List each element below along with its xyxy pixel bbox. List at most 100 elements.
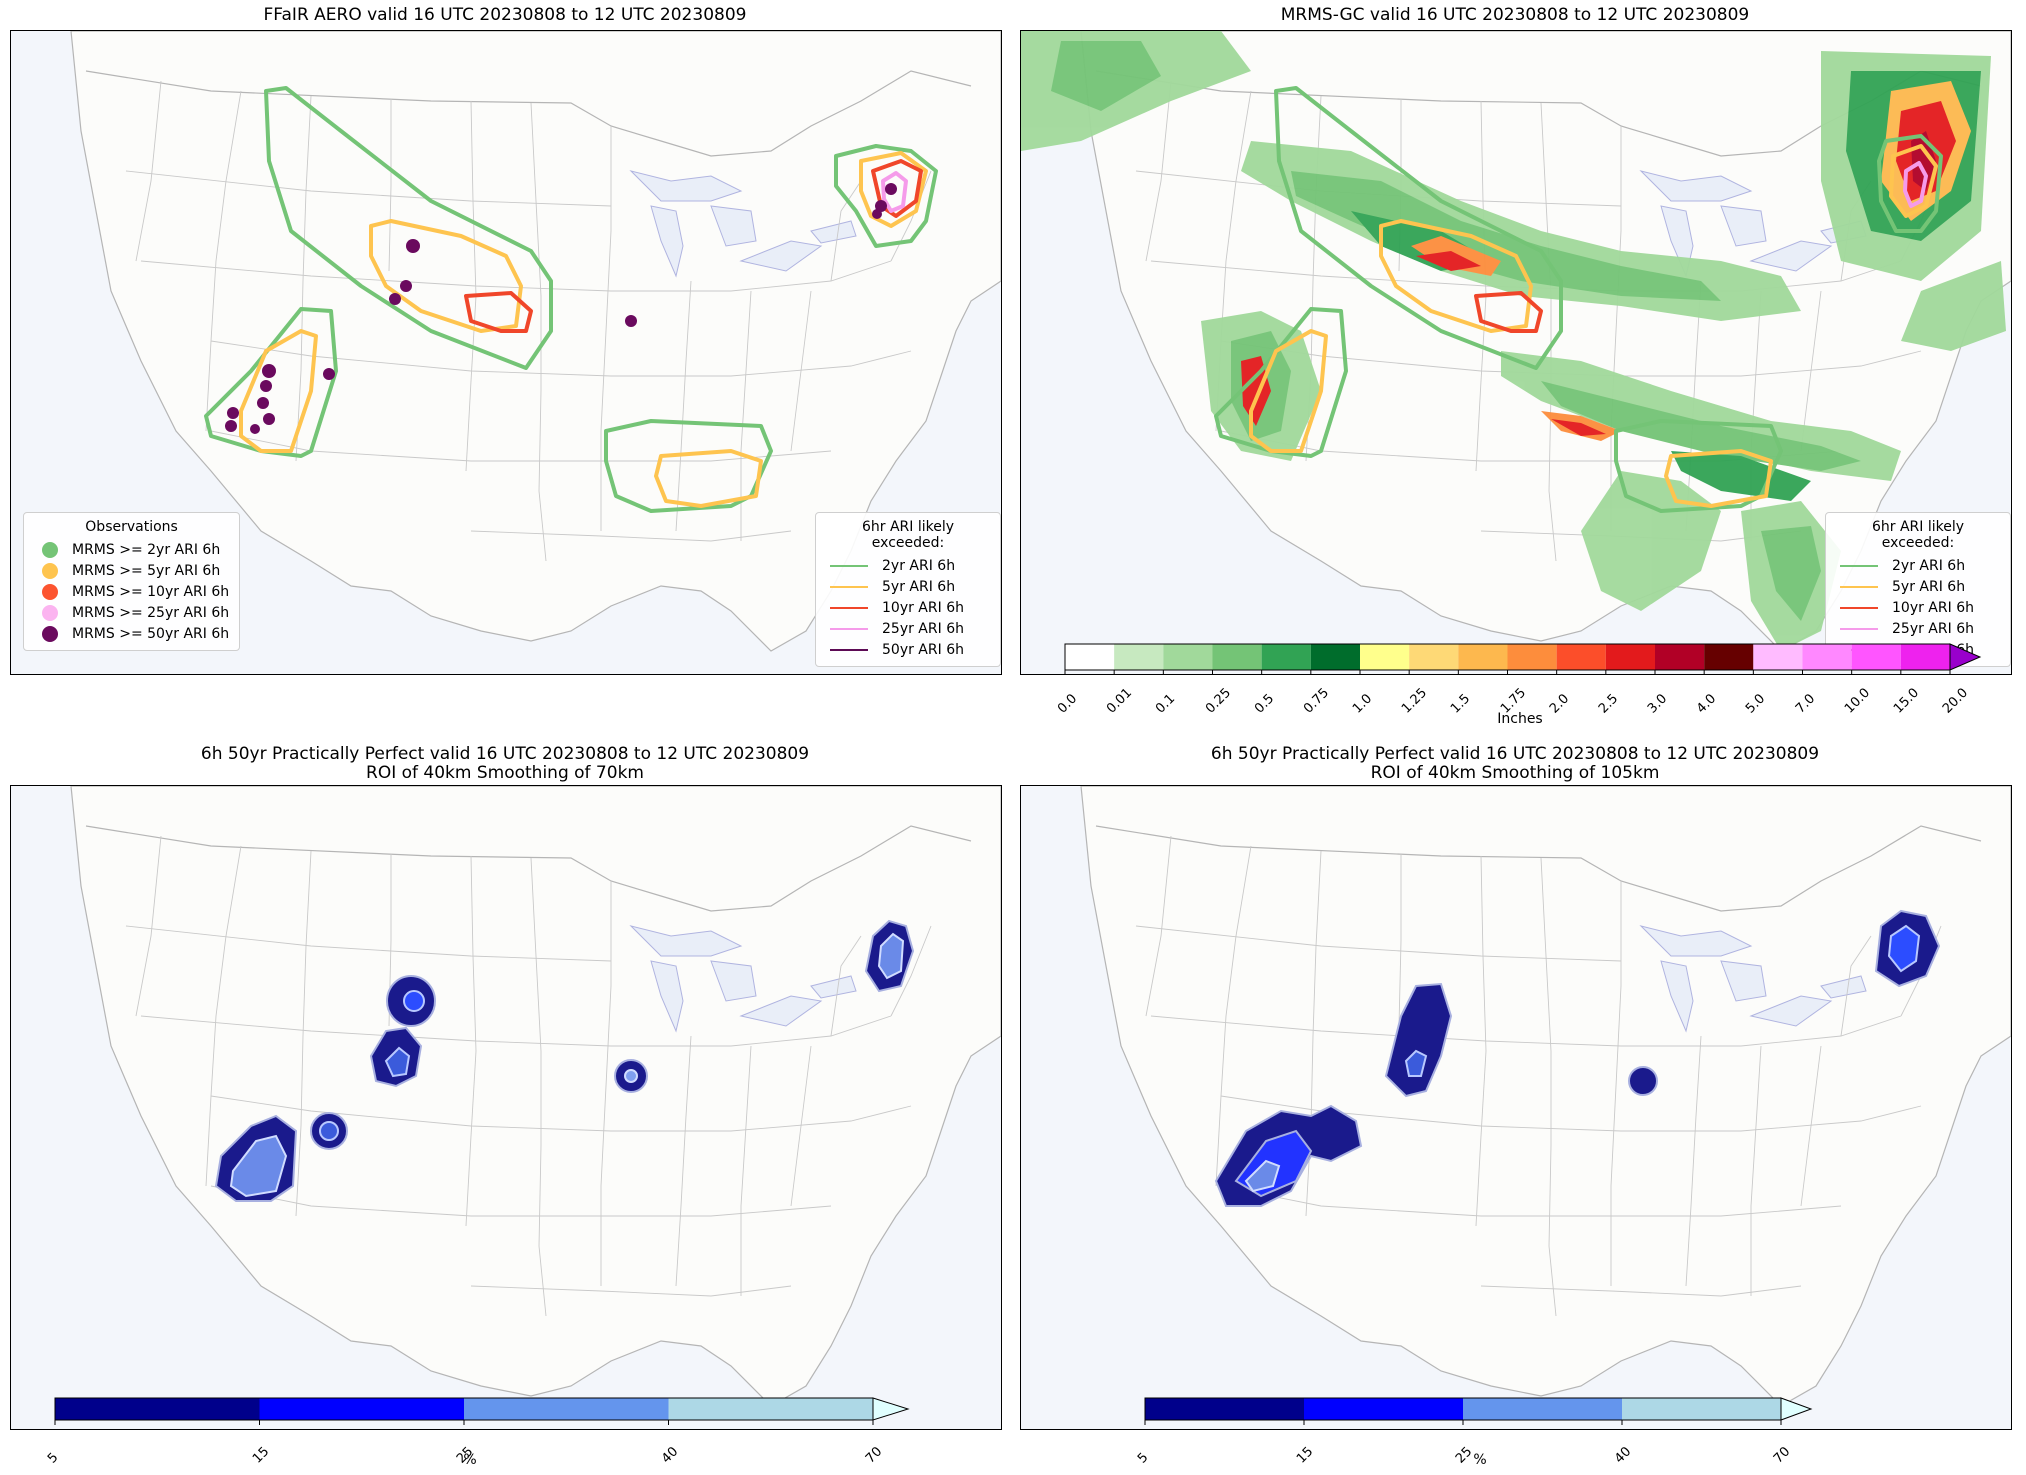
obs-legend: Observations MRMS >= 2yr ARI 6h MRMS >= … — [23, 512, 241, 651]
ari-legend-item: 25yr ARI 6h — [1836, 618, 2000, 639]
ari-legend-title: 6hr ARI likely exceeded: — [861, 519, 955, 551]
map-pp105 — [1020, 785, 2012, 1430]
colorbar-swatch — [1507, 644, 1557, 670]
legend-marker-icon — [42, 562, 58, 579]
legend-line-icon — [1840, 564, 1878, 567]
ari-legend-item: 10yr ARI 6h — [1836, 597, 2000, 618]
ari-legend-item: 5yr ARI 6h — [1836, 576, 2000, 597]
colorbar-swatch — [1605, 644, 1655, 670]
obs-legend-item: MRMS >= 2yr ARI 6h — [34, 539, 229, 560]
colorbar-swatch — [1261, 644, 1311, 670]
colorbar-swatch — [1458, 644, 1508, 670]
ari-5yr-contour-ne — [859, 151, 928, 228]
colorbar-swatch — [1851, 644, 1901, 670]
colorbar-mrms-label: Inches — [1497, 711, 1543, 727]
ari-legend-label: 10yr ARI 6h — [1892, 599, 1974, 616]
ari-5yr-contour-se — [1664, 449, 1773, 508]
colorbar-swatch — [1212, 644, 1262, 670]
colorbar-swatch — [259, 1398, 464, 1420]
ari-legend-item: 2yr ARI 6h — [1836, 555, 2000, 576]
panel-title-pp70: 6h 50yr Practically Perfect valid 16 UTC… — [200, 744, 810, 783]
obs-legend-label: MRMS >= 10yr ARI 6h — [72, 583, 230, 600]
ari-legend-label: 2yr ARI 6h — [1892, 557, 1966, 574]
colorbar-swatch — [1065, 644, 1115, 670]
colorbar-extend-arrow — [1949, 643, 1982, 671]
ari-5yr-contour-sw — [1249, 329, 1328, 453]
obs-50yr-points — [225, 183, 897, 434]
obs-legend-item: MRMS >= 10yr ARI 6h — [34, 581, 229, 602]
colorbar-swatch — [1655, 644, 1705, 670]
ari-25yr-contour-ne — [1903, 161, 1928, 208]
ari-2yr-contour-north — [1274, 86, 1563, 370]
legend-line-icon — [830, 648, 868, 651]
ari-2yr-contour-ne — [834, 144, 938, 248]
legend-marker-icon — [42, 541, 58, 558]
colorbar-swatch — [55, 1398, 260, 1420]
map-ffair-canvas — [70, 31, 1001, 652]
colorbar-pp70-label: % — [463, 1452, 477, 1468]
colorbar-swatch — [1753, 644, 1803, 670]
legend-marker-icon — [42, 583, 58, 600]
ari-legend-label: 5yr ARI 6h — [882, 578, 956, 595]
ari-legend-item: 50yr ARI 6h — [826, 639, 990, 660]
ari-10yr-contour-north — [464, 291, 533, 333]
legend-line-icon — [1840, 585, 1878, 588]
obs-legend-label: MRMS >= 2yr ARI 6h — [72, 541, 221, 558]
map-ffair: Observations MRMS >= 2yr ARI 6h MRMS >= … — [10, 30, 1002, 675]
panel-title-ffair: FFaIR AERO valid 16 UTC 20230808 to 12 U… — [263, 5, 747, 25]
panel-title-pp105: 6h 50yr Practically Perfect valid 16 UTC… — [1210, 744, 1820, 783]
obs-legend-label: MRMS >= 50yr ARI 6h — [72, 625, 230, 642]
ari-legend-item: 25yr ARI 6h — [826, 618, 990, 639]
obs-legend-label: MRMS >= 25yr ARI 6h — [72, 604, 230, 621]
obs-legend-item: MRMS >= 5yr ARI 6h — [34, 560, 229, 581]
ari-legend-ffair: 6hr ARI likely exceeded: 2yr ARI 6h 5yr … — [815, 512, 1001, 667]
colorbar-swatch — [668, 1398, 873, 1420]
colorbar-swatch — [1145, 1398, 1304, 1420]
legend-line-icon — [1840, 606, 1878, 609]
ari-legend-item: 5yr ARI 6h — [826, 576, 990, 597]
legend-line-icon — [830, 627, 868, 630]
colorbar-swatch — [1163, 644, 1213, 670]
colorbar-swatch — [1409, 644, 1459, 670]
colorbar-swatch — [1360, 644, 1410, 670]
colorbar-swatch — [1114, 644, 1164, 670]
colorbar-swatch — [1556, 644, 1606, 670]
ari-5yr-contour-sw — [239, 329, 318, 453]
ari-25yr-contour-ne — [881, 171, 908, 213]
precip-field — [1021, 31, 2006, 651]
map-pp105-canvas — [1080, 786, 2011, 1407]
ari-legend-title: 6hr ARI likely exceeded: — [1871, 519, 1965, 551]
ari-legend-item: 10yr ARI 6h — [826, 597, 990, 618]
ari-2yr-contour-north — [264, 86, 553, 370]
colorbar-extend-arrow — [872, 1397, 910, 1421]
colorbar-swatch — [1802, 644, 1852, 670]
colorbar-swatch — [1622, 1398, 1781, 1420]
colorbar-swatch — [1310, 644, 1360, 670]
ari-2yr-contour-se — [604, 419, 773, 513]
ari-legend-label: 10yr ARI 6h — [882, 599, 964, 616]
colorbar-swatch — [1704, 644, 1754, 670]
ari-2yr-contour-se — [1614, 419, 1783, 513]
ari-5yr-contour-ne — [1889, 144, 1938, 218]
ari-legend-label: 5yr ARI 6h — [1892, 578, 1966, 595]
obs-legend-title: Observations — [85, 519, 178, 535]
ari-legend-label: 25yr ARI 6h — [882, 620, 964, 637]
panel-title-mrms: MRMS-GC valid 16 UTC 20230808 to 12 UTC … — [1280, 5, 1750, 25]
legend-marker-icon — [42, 604, 58, 621]
colorbar-pp105-label: % — [1473, 1452, 1487, 1468]
ari-legend-label: 25yr ARI 6h — [1892, 620, 1974, 637]
map-pp70 — [10, 785, 1002, 1430]
ari-legend-mrms: 6hr ARI likely exceeded: 2yr ARI 6h 5yr … — [1825, 512, 2011, 667]
ari-legend-item: 2yr ARI 6h — [826, 555, 990, 576]
legend-line-icon — [830, 606, 868, 609]
ari-legend-label: 2yr ARI 6h — [882, 557, 956, 574]
ari-10yr-contour-north — [1474, 291, 1543, 333]
colorbar-swatch — [1900, 644, 1950, 670]
ari-5yr-contour-se — [654, 449, 763, 508]
legend-line-icon — [1840, 627, 1878, 630]
legend-line-icon — [830, 564, 868, 567]
probability-blobs — [214, 919, 915, 1202]
ari-5yr-contour-north — [1379, 219, 1533, 333]
